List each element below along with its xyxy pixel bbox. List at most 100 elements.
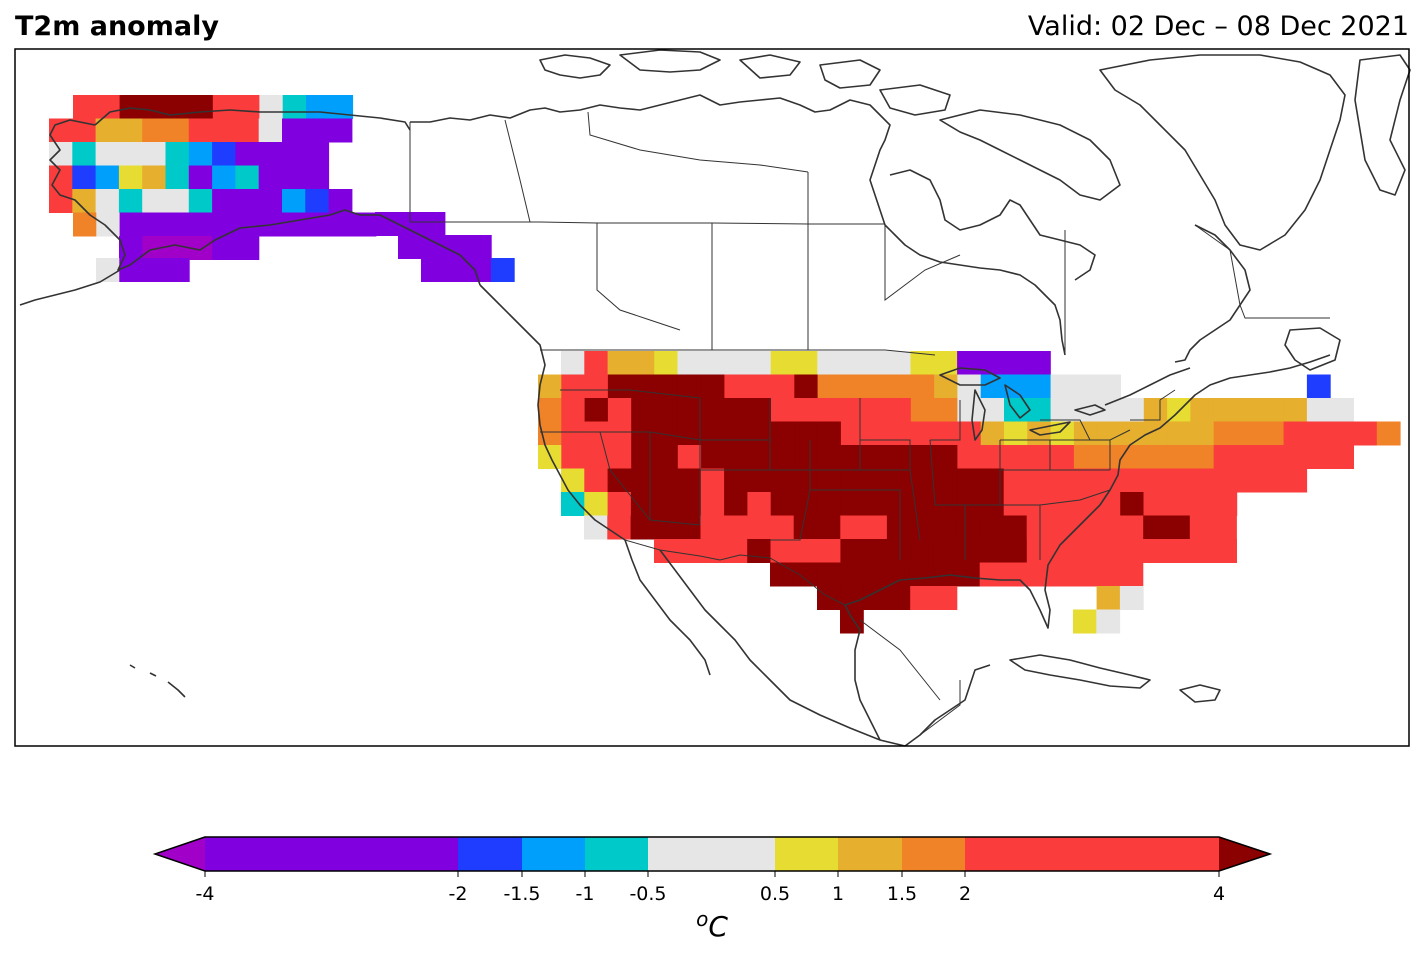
anomaly-cell (817, 468, 842, 493)
anomaly-cell (817, 351, 842, 375)
anomaly-cell (840, 468, 865, 493)
anomaly-cell (1096, 609, 1121, 634)
anomaly-cell (1004, 374, 1028, 399)
anomaly-cell (980, 351, 1005, 375)
anomaly-cell (1190, 468, 1214, 493)
anomaly-cell (724, 492, 748, 516)
anomaly-grid (49, 95, 1401, 634)
anomaly-cell (607, 374, 632, 399)
anomaly-cell (49, 142, 73, 166)
anomaly-cell (1027, 492, 1051, 516)
anomaly-cell (863, 468, 888, 493)
anomaly-cell (864, 374, 888, 399)
anomaly-cell (72, 165, 97, 190)
anomaly-cell (793, 515, 818, 540)
anomaly-cell (1237, 421, 1261, 446)
anomaly-cell (421, 235, 446, 259)
anomaly-cell (165, 189, 190, 213)
anomaly-cell (1073, 398, 1098, 422)
anomaly-cell (933, 515, 958, 540)
anomaly-cell (49, 165, 73, 190)
anomaly-cell (1330, 398, 1354, 422)
anomaly-cell (212, 165, 236, 190)
anomaly-cell (700, 492, 725, 516)
anomaly-cell (607, 351, 632, 375)
anomaly-cell (212, 142, 236, 166)
canada-us-border (540, 349, 936, 356)
anomaly-cell (235, 189, 260, 213)
us-west-coastline (479, 284, 626, 541)
manitoba-ontario (884, 224, 961, 301)
anomaly-cell (282, 212, 307, 237)
anomaly-cell (119, 212, 144, 237)
anomaly-cell (863, 562, 887, 587)
anomaly-cell (1330, 421, 1354, 446)
anomaly-cell (490, 258, 515, 282)
anomaly-cell (910, 421, 935, 446)
hawaii (129, 664, 186, 698)
arctic-island-3 (739, 54, 801, 79)
anomaly-cell (1097, 398, 1121, 422)
anomaly-cell (305, 189, 330, 213)
anomaly-cell (654, 468, 678, 493)
anomaly-cell (561, 398, 586, 422)
anomaly-cell (188, 189, 213, 213)
anomaly-cell (980, 374, 1005, 399)
anomaly-cell (188, 165, 213, 190)
anomaly-cell (700, 468, 725, 493)
anomaly-cell (980, 492, 1005, 516)
anomaly-cell (723, 515, 748, 540)
anomaly-cell (584, 398, 609, 422)
ellesmere-east (1354, 54, 1411, 196)
anomaly-cell (1097, 445, 1121, 469)
anomaly-cell (1003, 492, 1028, 516)
anomaly-cell (887, 445, 912, 469)
anomaly-cell (747, 351, 772, 375)
anomaly-cell (561, 421, 586, 446)
anomaly-cell (607, 492, 632, 516)
anomaly-cell (118, 118, 143, 143)
anomaly-cell (724, 398, 749, 422)
anomaly-cell (886, 515, 911, 540)
valid-date-label: Valid: 02 Dec – 08 Dec 2021 (1027, 11, 1409, 42)
anomaly-cell (747, 421, 772, 446)
anomaly-cell (1353, 421, 1378, 446)
gulf-coast (844, 354, 1331, 741)
mexico-states (859, 619, 961, 736)
anomaly-cell (980, 421, 1005, 446)
anomaly-cell (1189, 539, 1214, 563)
anomaly-cell (630, 515, 655, 540)
anomaly-cell (212, 118, 236, 143)
anomaly-cell (677, 539, 702, 563)
lake-ontario (1074, 404, 1106, 416)
anomaly-cell (258, 165, 283, 190)
anomaly-cell (794, 421, 819, 446)
anomaly-cell (887, 374, 912, 399)
anomaly-cell (165, 258, 190, 282)
anomaly-cell (236, 212, 260, 237)
anomaly-cell (142, 258, 167, 282)
anomaly-cell (933, 492, 958, 516)
anomaly-cell (1073, 609, 1097, 634)
anomaly-cell (1049, 562, 1074, 587)
anomaly-cell (724, 445, 749, 469)
anomaly-cell (1237, 445, 1261, 469)
anomaly-cell (1166, 515, 1191, 540)
anomaly-cell (584, 421, 609, 446)
anomaly-cell (724, 374, 749, 399)
anomaly-cell (95, 118, 120, 143)
anomaly-cell (677, 515, 701, 540)
anomaly-cell (1260, 421, 1285, 446)
anomaly-cell (189, 95, 214, 119)
anomaly-cell (1003, 515, 1028, 540)
anomaly-cell (1050, 539, 1074, 563)
anomaly-cell (723, 539, 748, 563)
anomaly-cell (118, 189, 143, 213)
anomaly-cell (1096, 586, 1121, 610)
anomaly-cell (630, 351, 655, 375)
anomaly-cell (980, 515, 1004, 540)
greenland (1099, 54, 1346, 251)
yukon-nwt (504, 119, 531, 223)
anomaly-cell (119, 258, 144, 282)
anomaly-cell (1283, 421, 1308, 446)
